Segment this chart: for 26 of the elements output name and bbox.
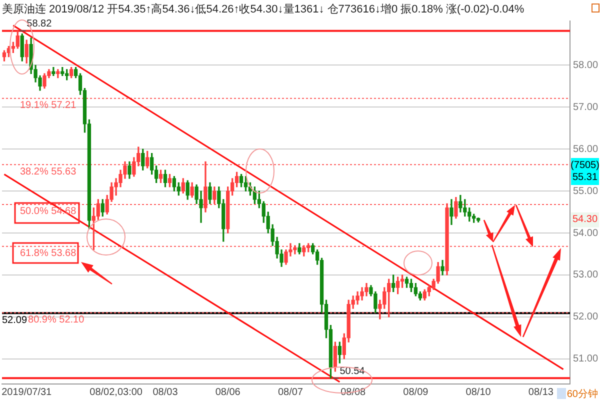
y-tick-label: 55.00 <box>573 186 598 197</box>
text: (7505) 55.31 <box>570 160 600 183</box>
x-tick-label: 08/02,03:00 <box>90 386 143 398</box>
x-tick-label: 2019/07/31 <box>2 386 52 398</box>
y-tick-label: 52.00 <box>573 312 598 323</box>
ref-line-label: 61.8% 53.68 <box>20 248 77 260</box>
ref-line-label: 52.09 <box>2 314 28 326</box>
annotation: 54.30 <box>572 214 598 226</box>
x-tick-label: 08/10 <box>466 386 492 398</box>
x-tick-label: 08/03 <box>152 386 178 398</box>
text: 60分钟 <box>566 388 598 400</box>
y-tick-label: 51.00 <box>573 354 598 365</box>
y-tick-label: 57.00 <box>573 102 598 113</box>
y-tick-label: 54.00 <box>573 228 598 239</box>
chart-title: 美原油连 2019/08/12 开54.35↑高54.36↓低54.26↑收54.30↓量1361↓ 仓773616↓增0 振0.18% 涨(-0.02)-0.04% <box>2 2 524 16</box>
ref-line-label: 38.2% 55.63 <box>20 166 77 178</box>
ref-line-label: 80.9% 52.10 <box>28 314 85 326</box>
annotation: 58.82 <box>26 18 52 30</box>
x-tick-label: 08/07 <box>278 386 304 398</box>
x-tick-label: 08/06 <box>215 386 241 398</box>
y-tick-label: 53.00 <box>573 270 598 281</box>
x-tick-label: 08/09 <box>403 386 429 398</box>
x-tick-label: 08/13 <box>528 386 554 398</box>
ref-line-label: 19.1% 57.21 <box>20 100 77 112</box>
y-tick-label: 58.00 <box>573 60 598 71</box>
y-tick-label: 56.00 <box>573 144 598 155</box>
